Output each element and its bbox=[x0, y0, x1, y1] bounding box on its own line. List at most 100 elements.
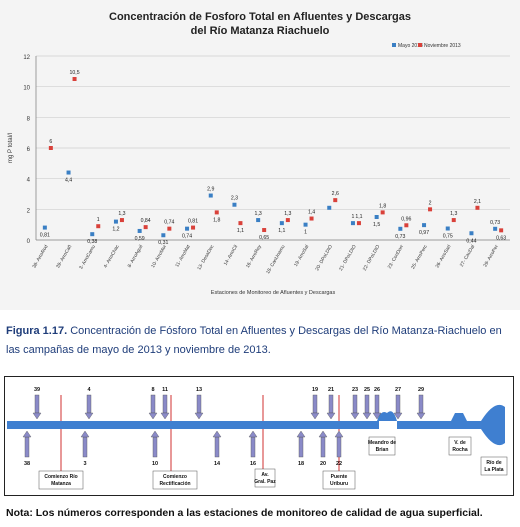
station-arrow: 39 bbox=[32, 387, 42, 420]
data-point bbox=[374, 215, 379, 219]
station-number: 20 bbox=[320, 461, 326, 467]
data-point bbox=[208, 193, 213, 198]
x-tick-label: 27- CauDal bbox=[459, 244, 476, 268]
x-tick-label: 26- ArroSarl bbox=[434, 244, 452, 269]
arrow-shaft bbox=[320, 436, 326, 458]
data-label: 1,3 bbox=[255, 211, 262, 217]
data-label: 0,44 bbox=[466, 238, 476, 244]
boundary-tag-text: Comienzo bbox=[163, 474, 187, 480]
data-point bbox=[161, 233, 166, 238]
data-point bbox=[143, 225, 148, 230]
boundary-tag-box bbox=[38, 470, 84, 490]
station-arrow: 10 bbox=[150, 430, 160, 467]
data-label: 2,1 bbox=[474, 199, 481, 205]
data-point bbox=[167, 226, 172, 231]
data-point bbox=[72, 77, 77, 81]
legend-marker bbox=[418, 43, 422, 47]
boundary-tag-text: Comienzo Río bbox=[44, 474, 77, 480]
arrow-head bbox=[416, 412, 426, 420]
arrow-head bbox=[160, 412, 170, 420]
data-point bbox=[42, 225, 47, 230]
station-arrow: 19 bbox=[310, 387, 320, 420]
figure-caption-text: Concentración de Fósforo Total en Afluen… bbox=[6, 325, 502, 356]
data-label: 0,81 bbox=[188, 219, 198, 225]
data-point bbox=[428, 207, 433, 212]
boundary-tag-box bbox=[254, 468, 276, 488]
arrow-shaft bbox=[82, 436, 88, 458]
arrow-shaft bbox=[86, 394, 92, 414]
legend-label: Mayo 2013 bbox=[398, 43, 423, 49]
data-label: 4,4 bbox=[65, 178, 72, 184]
data-point bbox=[113, 219, 118, 224]
station-arrow: 3 bbox=[80, 430, 90, 467]
arrow-shaft bbox=[328, 394, 334, 414]
station-number: 13 bbox=[196, 387, 202, 393]
x-tick-label: 14- ArroCil bbox=[223, 244, 240, 267]
data-point bbox=[279, 221, 284, 226]
data-label: 0,74 bbox=[182, 234, 192, 240]
place-tag-text: Brian bbox=[376, 447, 389, 453]
arrow-shaft bbox=[150, 394, 156, 414]
station-number: 39 bbox=[34, 387, 40, 393]
data-label: 1,3 bbox=[284, 211, 291, 217]
station-arrow: 13 bbox=[194, 387, 204, 420]
station-number: 19 bbox=[312, 387, 318, 393]
arrow-shaft bbox=[214, 436, 220, 458]
station-number: 26 bbox=[374, 387, 380, 393]
station-number: 21 bbox=[328, 387, 334, 393]
station-arrow: 26 bbox=[372, 387, 382, 420]
arrow-shaft bbox=[336, 436, 342, 458]
data-point bbox=[66, 170, 71, 175]
data-point bbox=[48, 146, 53, 150]
chart-panel: Concentración de Fosforo Total en Afluen… bbox=[0, 0, 520, 310]
boundary-tag: Puente Uriburu bbox=[322, 470, 356, 490]
x-tick-label: 20- DPoLDIO bbox=[314, 244, 334, 272]
figure-caption: Figura 1.17. Concentración de Fósforo To… bbox=[6, 322, 514, 360]
arrow-head bbox=[393, 412, 403, 420]
data-point bbox=[356, 221, 361, 226]
phosphorus-chart: Concentración de Fosforo Total en Afluen… bbox=[8, 11, 510, 296]
data-point bbox=[469, 231, 474, 236]
x-tick-label: 19- ArroSal bbox=[293, 244, 310, 268]
arrow-shaft bbox=[352, 394, 358, 414]
station-number: 38 bbox=[24, 461, 30, 467]
station-arrow: 14 bbox=[212, 430, 222, 467]
x-tick-label: 22- DPoLDIO bbox=[362, 244, 382, 272]
data-point bbox=[398, 226, 403, 231]
data-label: 1,2 bbox=[112, 227, 119, 233]
arrow-head bbox=[22, 430, 32, 438]
station-number: 23 bbox=[352, 387, 358, 393]
boundary-tag-box bbox=[152, 470, 198, 490]
arrow-head bbox=[248, 430, 258, 438]
data-label: 1 bbox=[352, 214, 355, 220]
arrow-head bbox=[80, 430, 90, 438]
data-label: 1,1 bbox=[237, 228, 244, 234]
river-diagram: 39 4 8 11 13 19 21 23 25 26 27 29 38 3 10 14 16 18 20 22 Com… bbox=[4, 376, 514, 496]
arrow-shaft bbox=[298, 436, 304, 458]
data-label: 0,73 bbox=[490, 220, 500, 226]
data-label: 0,73 bbox=[395, 234, 405, 240]
place-tag-box bbox=[368, 436, 396, 456]
station-arrow: 27 bbox=[393, 387, 403, 420]
y-tick-label: 0 bbox=[27, 239, 31, 245]
data-label: 0,74 bbox=[164, 220, 174, 226]
data-label: 6 bbox=[49, 139, 52, 145]
data-label: 0,31 bbox=[158, 240, 168, 246]
arrow-head bbox=[372, 412, 382, 420]
boundary-tag-text: Puente bbox=[331, 474, 348, 480]
x-axis-label: Estaciones de Monitoreo de Afluentes y D… bbox=[211, 290, 336, 296]
arrow-head bbox=[318, 430, 328, 438]
station-arrow: 4 bbox=[84, 387, 94, 420]
arrow-shaft bbox=[250, 436, 256, 458]
chart-title-line1: Concentración de Fosforo Total en Afluen… bbox=[109, 11, 411, 23]
legend: Mayo 2013 Noviembre 2013 bbox=[392, 43, 461, 49]
data-label: 2,6 bbox=[332, 191, 339, 197]
station-number: 11 bbox=[162, 387, 168, 393]
station-arrow: 38 bbox=[22, 430, 32, 467]
arrow-head bbox=[150, 430, 160, 438]
arrow-head bbox=[296, 430, 306, 438]
data-point bbox=[214, 210, 219, 215]
estuary-shape bbox=[481, 404, 505, 446]
station-arrow: 20 bbox=[318, 430, 328, 467]
